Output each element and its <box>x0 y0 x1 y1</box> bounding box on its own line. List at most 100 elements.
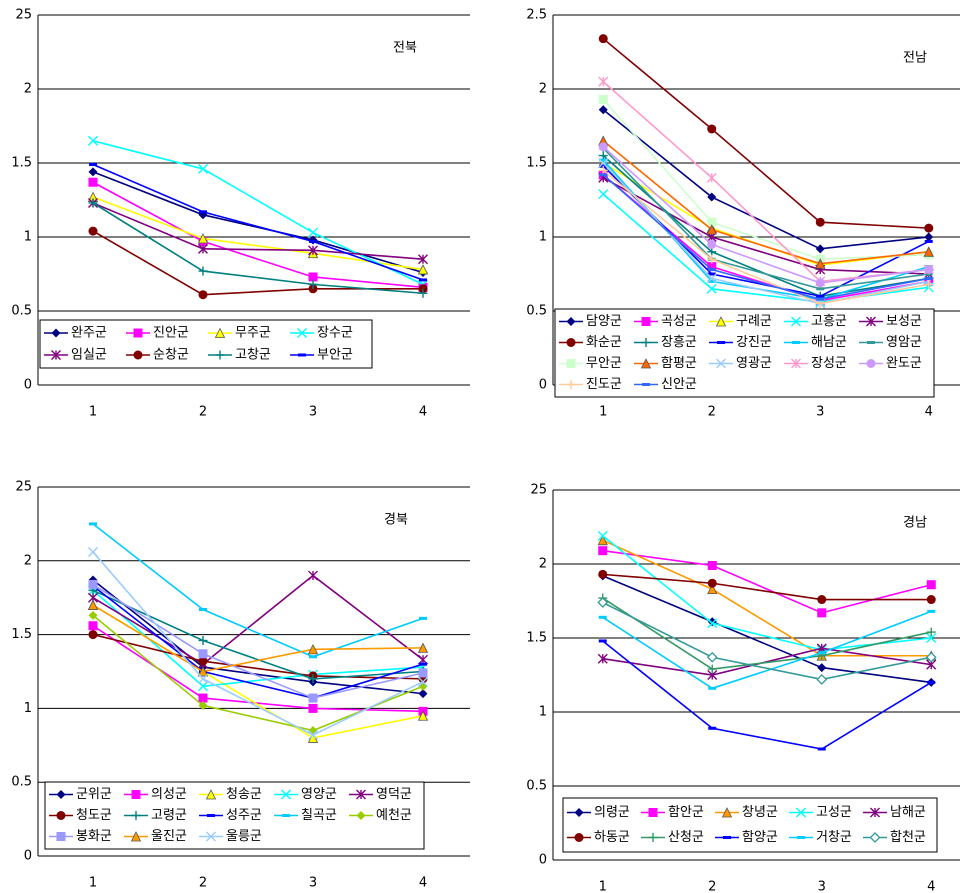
legend-label: 진안군 <box>153 326 189 341</box>
legend-label: 영양군 <box>301 787 337 802</box>
series-line <box>602 573 932 601</box>
series-line <box>92 585 424 699</box>
legend-label: 칠곡군 <box>301 808 337 823</box>
marker <box>418 668 428 678</box>
marker-shape <box>598 34 608 44</box>
legend-label: 성주군 <box>226 808 262 823</box>
marker <box>417 642 429 653</box>
marker <box>198 681 208 692</box>
marker <box>205 789 217 800</box>
marker <box>598 569 608 579</box>
series-line <box>92 202 424 260</box>
legend-label: 함안군 <box>668 805 704 820</box>
marker-shape <box>817 595 827 605</box>
marker <box>791 316 801 327</box>
marker <box>307 643 319 655</box>
series-line <box>92 583 424 699</box>
chart-title: 전북 <box>393 41 417 56</box>
y-tick-label: 1.5 <box>11 156 32 171</box>
marker <box>598 76 609 87</box>
marker-shape <box>198 673 208 684</box>
series-line <box>92 163 424 281</box>
y-tick-label: 1 <box>539 230 547 245</box>
marker-shape <box>417 710 429 721</box>
x-tick-label: 4 <box>419 405 427 420</box>
marker-shape <box>133 350 143 360</box>
legend-label: 청송군 <box>226 787 262 802</box>
marker-shape <box>706 283 717 294</box>
legend-label: 군위군 <box>76 787 112 802</box>
marker-shape <box>648 808 658 817</box>
legend-label: 고창군 <box>235 348 271 363</box>
marker-shape <box>707 239 717 249</box>
marker <box>198 636 208 646</box>
marker <box>418 689 428 699</box>
marker <box>597 530 608 541</box>
marker <box>926 627 936 637</box>
y-tick-label: 2 <box>24 553 32 568</box>
y-tick-label: 1 <box>24 230 32 245</box>
marker-shape <box>307 643 319 655</box>
series-line <box>602 147 929 290</box>
y-tick-label: 1 <box>539 705 547 720</box>
marker-shape <box>131 790 141 799</box>
marker <box>815 278 825 288</box>
marker <box>197 666 209 677</box>
legend-label: 창녕군 <box>742 805 778 820</box>
legend-label: 화순군 <box>586 335 622 350</box>
marker-shape <box>356 811 366 820</box>
marker <box>598 142 608 152</box>
marker-shape <box>817 663 827 673</box>
marker <box>197 233 209 244</box>
marker-shape <box>815 244 825 254</box>
marker <box>640 358 652 369</box>
marker-shape <box>417 642 429 653</box>
chart-title: 전남 <box>903 51 927 66</box>
marker <box>707 262 717 272</box>
x-tick-label: 3 <box>816 405 824 420</box>
y-tick-label: 25 <box>530 483 547 498</box>
marker <box>870 807 880 818</box>
marker <box>308 570 318 581</box>
marker-shape <box>926 595 936 605</box>
marker-shape <box>925 651 937 663</box>
marker-shape <box>198 649 208 659</box>
marker <box>418 676 428 687</box>
marker <box>796 807 806 818</box>
marker <box>869 832 881 843</box>
marker-shape <box>598 189 609 200</box>
marker-shape <box>866 359 876 368</box>
marker <box>198 673 208 684</box>
marker <box>791 358 801 369</box>
marker-shape <box>566 359 576 368</box>
series-line <box>602 109 929 250</box>
marker <box>597 534 608 546</box>
marker <box>598 189 609 200</box>
marker <box>131 790 141 799</box>
marker-shape <box>88 135 98 146</box>
marker <box>817 595 827 605</box>
marker <box>866 316 876 327</box>
marker <box>707 560 717 570</box>
marker <box>924 265 934 275</box>
series-line <box>602 549 932 614</box>
marker-shape <box>198 681 208 692</box>
marker-shape <box>640 358 652 369</box>
legend-label: 고성군 <box>816 805 852 820</box>
series-line <box>92 633 424 680</box>
marker <box>51 350 61 360</box>
marker <box>215 350 225 360</box>
x-tick-label: 3 <box>309 876 317 891</box>
series-line <box>602 610 932 690</box>
y-tick-label: 25 <box>15 8 32 23</box>
x-tick-label: 1 <box>599 880 607 893</box>
marker-shape <box>88 546 98 557</box>
marker-shape <box>597 534 608 546</box>
marker <box>648 833 658 842</box>
series-line <box>92 140 424 286</box>
marker <box>817 608 827 618</box>
marker <box>418 254 428 265</box>
y-tick-label: 0.5 <box>11 775 32 790</box>
